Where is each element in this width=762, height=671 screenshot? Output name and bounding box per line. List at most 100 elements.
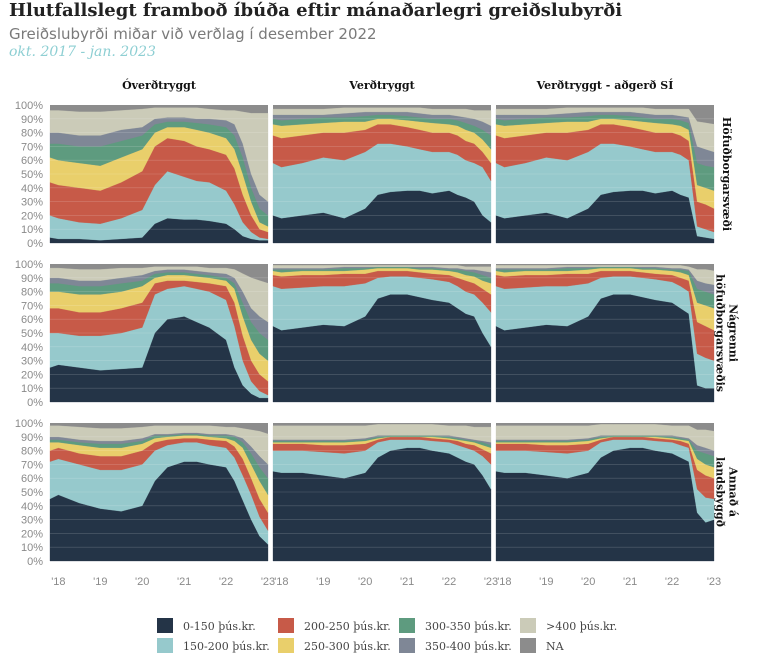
x-tick-label: '22 <box>219 576 233 588</box>
y-tick-label: 100% <box>15 259 43 271</box>
legend-swatch <box>520 638 536 653</box>
y-tick-label: 50% <box>21 169 43 181</box>
legend-swatch <box>399 638 415 653</box>
y-tick-label: 90% <box>21 273 43 285</box>
legend-label: 0-150 þús.kr. <box>183 620 256 633</box>
area-band <box>49 266 269 323</box>
panel-0-2 <box>495 105 715 244</box>
x-tick-label: '19 <box>93 576 107 588</box>
legend-swatch <box>157 638 173 653</box>
column-header: Verðtryggt <box>348 79 415 92</box>
y-tick-label: 100% <box>15 418 43 430</box>
panel-0-1 <box>272 105 492 244</box>
legend-label: 250-300 þús.kr. <box>304 640 391 653</box>
y-tick-label: 20% <box>21 210 43 222</box>
area-band <box>272 424 492 443</box>
y-tick-label: 30% <box>21 515 43 527</box>
area-band <box>495 107 715 153</box>
y-tick-label: 40% <box>21 183 43 195</box>
legend-label: 300-350 þús.kr. <box>425 620 512 633</box>
x-tick-label: '20 <box>581 576 595 588</box>
legend-swatch <box>278 638 294 653</box>
svg-text:Nágrenni: Nágrenni <box>727 304 740 362</box>
x-tick-label: '22 <box>442 576 456 588</box>
x-tick-label: '21 <box>177 576 191 588</box>
y-tick-label: 0% <box>27 397 43 409</box>
x-tick-label: '22 <box>665 576 679 588</box>
y-tick-label: 70% <box>21 141 43 153</box>
x-tick-label: '23 <box>484 576 498 588</box>
y-tick-label: 20% <box>21 369 43 381</box>
x-tick-label: '18 <box>274 576 288 588</box>
svg-text:höfuðborgarsvæðis: höfuðborgarsvæðis <box>714 274 727 392</box>
legend-label: 350-400 þús.kr. <box>425 640 512 653</box>
y-tick-label: 40% <box>21 501 43 513</box>
chart-subtitle: Greiðslubyrði miðar við verðlag í desemb… <box>9 25 377 43</box>
y-tick-label: 0% <box>27 556 43 568</box>
svg-text:Annað á: Annað á <box>727 466 740 517</box>
x-tick-label: '18 <box>51 576 65 588</box>
area-band <box>272 107 492 126</box>
column-header: Óverðtryggt <box>122 78 197 92</box>
panel-1-0 <box>49 264 269 403</box>
chart-title: Hlutfallslegt framboð íbúða eftir mánaða… <box>9 0 623 21</box>
area-band <box>49 425 269 465</box>
svg-text:Höfuðborgarsvæði: Höfuðborgarsvæði <box>720 117 733 231</box>
x-tick-label: '19 <box>316 576 330 588</box>
y-tick-label: 90% <box>21 114 43 126</box>
y-tick-label: 60% <box>21 473 43 485</box>
y-tick-label: 60% <box>21 314 43 326</box>
y-tick-label: 80% <box>21 446 43 458</box>
x-tick-label: '20 <box>135 576 149 588</box>
y-tick-label: 30% <box>21 356 43 368</box>
column-header: Verðtryggt - aðgerð SÍ <box>536 78 674 92</box>
x-tick-label: '21 <box>623 576 637 588</box>
panel-2-2 <box>495 423 715 562</box>
area-band <box>495 424 715 451</box>
y-tick-label: 50% <box>21 328 43 340</box>
x-tick-label: '23 <box>707 576 721 588</box>
area-band <box>495 265 715 285</box>
x-tick-label: '21 <box>400 576 414 588</box>
panel-2-1 <box>272 423 492 562</box>
legend-swatch <box>520 618 536 633</box>
y-tick-label: 40% <box>21 342 43 354</box>
y-tick-label: 70% <box>21 459 43 471</box>
y-tick-label: 0% <box>27 238 43 250</box>
x-tick-label: '19 <box>539 576 553 588</box>
legend-swatch <box>157 618 173 633</box>
legend-label: NA <box>546 640 565 653</box>
legend-swatch <box>399 618 415 633</box>
chart-period: okt. 2017 - jan. 2023 <box>9 44 156 60</box>
panel-1-1 <box>272 264 492 403</box>
panel-2-0 <box>49 423 269 562</box>
y-tick-label: 70% <box>21 300 43 312</box>
legend-label: 150-200 þús.kr. <box>183 640 270 653</box>
y-tick-label: 30% <box>21 197 43 209</box>
legend-swatch <box>278 618 294 633</box>
y-tick-label: 90% <box>21 432 43 444</box>
area-band <box>49 107 269 202</box>
row-label: Höfuðborgarsvæði <box>720 117 733 231</box>
x-tick-label: '18 <box>497 576 511 588</box>
y-tick-label: 80% <box>21 287 43 299</box>
x-tick-label: '23 <box>261 576 275 588</box>
panel-1-2 <box>495 264 715 403</box>
panel-0-0 <box>49 105 269 244</box>
y-tick-label: 50% <box>21 487 43 499</box>
legend-label: 200-250 þús.kr. <box>304 620 391 633</box>
y-tick-label: 80% <box>21 128 43 140</box>
x-tick-label: '20 <box>358 576 372 588</box>
legend-label: >400 þús.kr. <box>546 620 617 633</box>
y-tick-label: 10% <box>21 224 43 236</box>
y-tick-label: 60% <box>21 155 43 167</box>
y-tick-label: 10% <box>21 383 43 395</box>
y-tick-label: 100% <box>15 100 43 112</box>
y-tick-label: 10% <box>21 542 43 554</box>
area-band <box>272 265 492 273</box>
y-tick-label: 20% <box>21 528 43 540</box>
svg-text:landsbyggð: landsbyggð <box>714 457 727 527</box>
